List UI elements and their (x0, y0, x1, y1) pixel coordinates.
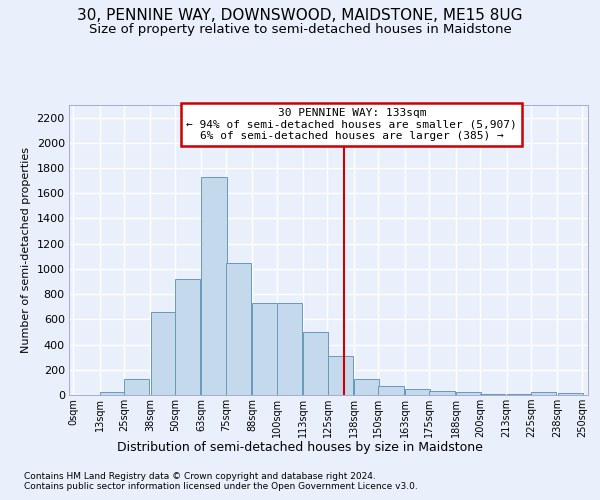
Y-axis label: Number of semi-detached properties: Number of semi-detached properties (21, 147, 31, 353)
Bar (303, 332, 328, 395)
Bar (430, 390, 455, 395)
Bar (328, 356, 353, 395)
Bar (202, 177, 227, 395)
Bar (379, 386, 404, 395)
Text: Contains public sector information licensed under the Open Government Licence v3: Contains public sector information licen… (24, 482, 418, 491)
Bar (456, 392, 481, 395)
Bar (124, 378, 149, 395)
Text: 30, PENNINE WAY, DOWNSWOOD, MAIDSTONE, ME15 8UG: 30, PENNINE WAY, DOWNSWOOD, MAIDSTONE, M… (77, 8, 523, 22)
Bar (507, 394, 532, 395)
Bar (354, 378, 379, 395)
Bar (557, 393, 583, 395)
Text: Distribution of semi-detached houses by size in Maidstone: Distribution of semi-detached houses by … (117, 441, 483, 454)
Text: Size of property relative to semi-detached houses in Maidstone: Size of property relative to semi-detach… (89, 22, 511, 36)
Text: Contains HM Land Registry data © Crown copyright and database right 2024.: Contains HM Land Registry data © Crown c… (24, 472, 376, 481)
Bar (531, 392, 556, 395)
Bar (175, 279, 200, 395)
Bar (253, 303, 277, 395)
Text: 30 PENNINE WAY: 133sqm
← 94% of semi-detached houses are smaller (5,907)
6% of s: 30 PENNINE WAY: 133sqm ← 94% of semi-det… (187, 108, 517, 141)
Bar (405, 388, 430, 395)
Bar (226, 262, 251, 395)
Bar (480, 394, 505, 395)
Bar (100, 392, 125, 395)
Bar (151, 312, 176, 395)
Bar (277, 303, 302, 395)
